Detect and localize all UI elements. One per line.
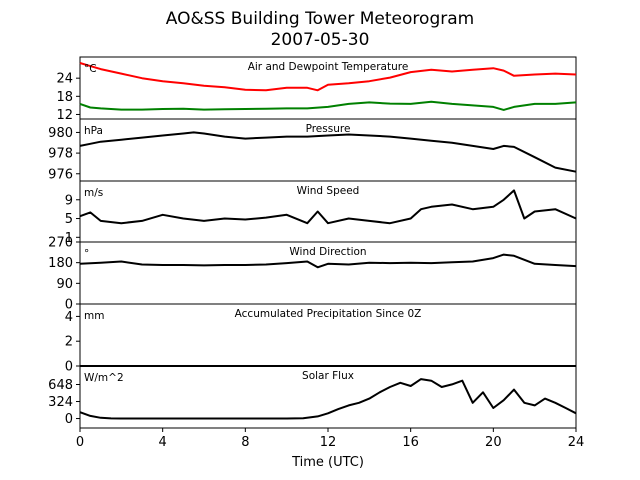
x-tick-label: 8 xyxy=(241,435,249,450)
panel-4-title: Wind Direction xyxy=(289,246,366,258)
panel-2-ytick-label: 980 xyxy=(48,126,73,141)
panel-5-ytick-label: 0 xyxy=(65,360,73,375)
panel-1-title: Air and Dewpoint Temperature xyxy=(248,61,409,73)
panel-1-ytick-label: 24 xyxy=(56,72,73,87)
panel-1-series-1-line xyxy=(79,62,577,92)
panel-5-unit: mm xyxy=(84,310,104,322)
panel-4-series-1-line xyxy=(79,253,577,269)
panel-3-unit: m/s xyxy=(84,187,103,199)
panel-4-ytick-label: 270 xyxy=(48,236,73,251)
panel-2-ytick-label: 978 xyxy=(48,147,73,162)
x-tick-label: 12 xyxy=(320,435,337,450)
panel-1-series-2-line xyxy=(79,100,577,111)
panel-4-ytick-label: 90 xyxy=(56,277,73,292)
panel-5-ytick-label: 2 xyxy=(65,335,73,350)
panel-3-series-1-line xyxy=(79,189,577,225)
panel-1-ytick-label: 18 xyxy=(56,90,73,105)
panel-3-ytick-label: 5 xyxy=(65,212,73,227)
panel-4-ytick-label: 0 xyxy=(65,298,73,313)
panel-6-ytick-label: 648 xyxy=(48,378,73,393)
panel-3-ytick-label: 9 xyxy=(65,193,73,208)
panel-1-unit: °C xyxy=(84,63,97,75)
x-axis-label: Time (UTC) xyxy=(291,455,364,470)
panel-3-title: Wind Speed xyxy=(297,185,360,197)
panel-6-title: Solar Flux xyxy=(302,370,354,382)
x-tick-label: 20 xyxy=(485,435,502,450)
panel-2-title: Pressure xyxy=(306,123,351,135)
panel-6-series-1-line xyxy=(79,378,577,420)
panel-5-ytick-label: 4 xyxy=(65,310,73,325)
panel-2-series-1-line xyxy=(79,131,577,173)
x-tick-label: 24 xyxy=(568,435,585,450)
chart-title: AO&SS Building Tower Meteorogram xyxy=(166,9,474,29)
panel-6-ytick-label: 0 xyxy=(65,412,73,427)
panel-2-ytick-label: 976 xyxy=(48,167,73,182)
x-tick-label: 4 xyxy=(159,435,167,450)
panel-4-ytick-label: 180 xyxy=(48,256,73,271)
panel-2-unit: hPa xyxy=(84,125,103,137)
panel-1-ytick-label: 12 xyxy=(56,108,73,123)
panel-4-unit: ° xyxy=(84,248,89,260)
x-tick-label: 0 xyxy=(76,435,84,450)
panel-3-ytick-label: 1 xyxy=(65,231,73,246)
panel-6-unit: W/m^2 xyxy=(84,372,124,384)
panel-6-ytick-label: 324 xyxy=(48,395,73,410)
x-tick-label: 16 xyxy=(402,435,419,450)
panel-5-title: Accumulated Precipitation Since 0Z xyxy=(235,308,422,320)
chart-date: 2007-05-30 xyxy=(271,30,370,50)
